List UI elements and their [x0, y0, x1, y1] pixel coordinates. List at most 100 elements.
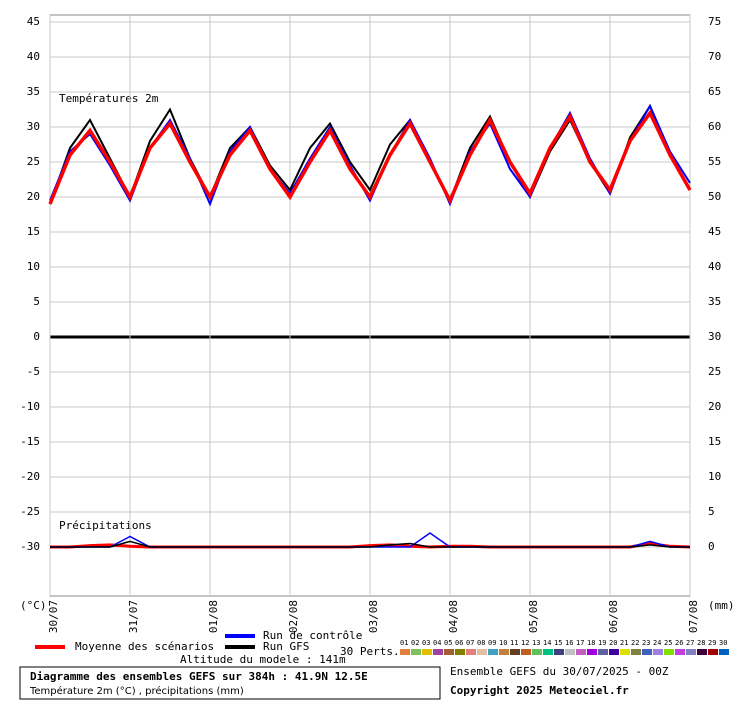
y-tick-label: 20	[27, 190, 40, 203]
pert-swatch	[433, 649, 443, 655]
pert-label: 25	[664, 639, 672, 647]
temp-label: Températures 2m	[59, 92, 159, 105]
y2-tick-label: 20	[708, 400, 721, 413]
pert-swatch	[554, 649, 564, 655]
pert-label: 26	[675, 639, 683, 647]
pert-label: 02	[411, 639, 419, 647]
pert-label: 14	[543, 639, 551, 647]
pert-swatch	[719, 649, 729, 655]
pert-swatch	[499, 649, 509, 655]
pert-label: 18	[587, 639, 595, 647]
legend-label: Run de contrôle	[263, 629, 362, 642]
pert-label: 07	[466, 639, 474, 647]
series-line	[50, 540, 690, 548]
pert-swatch	[598, 649, 608, 655]
pert-label: 15	[554, 639, 562, 647]
subtitle: Température 2m (°C) , précipitations (mm…	[29, 685, 244, 697]
x-tick-label: 31/07	[127, 600, 140, 633]
pert-label: 01	[400, 639, 408, 647]
pert-swatch	[620, 649, 630, 655]
pert-swatch	[708, 649, 718, 655]
y-tick-label: -20	[20, 470, 40, 483]
pert-swatch	[576, 649, 586, 655]
run-info: Ensemble GEFS du 30/07/2025 - 00Z	[450, 665, 669, 678]
series-line	[48, 109, 692, 205]
pert-swatch	[422, 649, 432, 655]
y-label: (°C)	[20, 599, 47, 612]
pert-swatch	[565, 649, 575, 655]
pert-label: 16	[565, 639, 573, 647]
pert-label: 06	[455, 639, 463, 647]
title-box	[19, 666, 441, 700]
y-tick-label: -15	[20, 435, 40, 448]
y-tick-label: 15	[27, 225, 40, 238]
y-tick-label: 35	[27, 85, 40, 98]
pert-label: 22	[631, 639, 639, 647]
y2-tick-label: 40	[708, 260, 721, 273]
title: Diagramme des ensembles GEFS sur 384h : …	[30, 670, 368, 683]
pert-swatch	[477, 649, 487, 655]
legend-label: Moyenne des scénarios	[75, 640, 214, 653]
x-tick-label: 07/08	[687, 600, 700, 633]
y2-tick-label: 30	[708, 330, 721, 343]
x-tick-label: 02/08	[287, 600, 300, 633]
pert-label: 13	[532, 639, 540, 647]
x-tick-label: 04/08	[447, 600, 460, 633]
y2-tick-label: 45	[708, 225, 721, 238]
y-tick-label: 0	[33, 330, 40, 343]
x-tick-label: 06/08	[607, 600, 620, 633]
pert-label: 20	[609, 639, 617, 647]
x-tick-label: 01/08	[207, 600, 220, 633]
pert-label: 19	[598, 639, 606, 647]
y2-tick-label: 65	[708, 85, 721, 98]
x-tick-label: 03/08	[367, 600, 380, 633]
altitude: Altitude du modele : 141m	[180, 653, 346, 666]
y2-tick-label: 35	[708, 295, 721, 308]
x-tick-label: 05/08	[527, 600, 540, 633]
y2-tick-label: 75	[708, 15, 721, 28]
y2-tick-label: 10	[708, 470, 721, 483]
y2-label: (mm)	[708, 599, 735, 612]
pert-swatch	[675, 649, 685, 655]
y-tick-label: -5	[27, 365, 40, 378]
pert-swatch	[455, 649, 465, 655]
pert-swatch	[510, 649, 520, 655]
pert-label: 21	[620, 639, 628, 647]
precip-label: Précipitations	[59, 519, 152, 532]
x-tick-label: 30/07	[47, 600, 60, 633]
pert-label: 04	[433, 639, 441, 647]
y2-tick-label: 25	[708, 365, 721, 378]
pert-label: 30	[719, 639, 727, 647]
y2-tick-label: 70	[708, 50, 721, 63]
perts-label: 30 Perts.	[340, 645, 400, 658]
pert-swatch	[697, 649, 707, 655]
pert-label: 05	[444, 639, 452, 647]
pert-swatch	[466, 649, 476, 655]
y-tick-label: -10	[20, 400, 40, 413]
pert-label: 09	[488, 639, 496, 647]
legend-label: Run GFS	[263, 640, 309, 653]
y-tick-label: 25	[27, 155, 40, 168]
pert-label: 27	[686, 639, 694, 647]
y2-tick-label: 60	[708, 120, 721, 133]
pert-swatch	[444, 649, 454, 655]
y-tick-label: 40	[27, 50, 40, 63]
pert-swatch	[400, 649, 410, 655]
y-tick-label: 30	[27, 120, 40, 133]
pert-swatch	[521, 649, 531, 655]
pert-swatch	[609, 649, 619, 655]
pert-label: 28	[697, 639, 705, 647]
y2-tick-label: 15	[708, 435, 721, 448]
pert-label: 11	[510, 639, 518, 647]
y-tick-label: 10	[27, 260, 40, 273]
y2-tick-label: 5	[708, 505, 715, 518]
pert-swatch	[664, 649, 674, 655]
pert-swatch	[411, 649, 421, 655]
y2-tick-label: 0	[708, 540, 715, 553]
y-tick-label: 45	[27, 15, 40, 28]
copyright: Copyright 2025 Meteociel.fr	[450, 684, 629, 697]
pert-swatch	[653, 649, 663, 655]
pert-swatch	[642, 649, 652, 655]
y-tick-label: 5	[33, 295, 40, 308]
